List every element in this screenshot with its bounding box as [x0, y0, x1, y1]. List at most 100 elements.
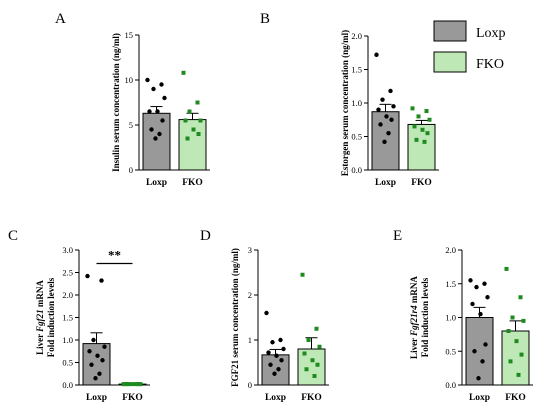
data-point-loxp: [274, 353, 279, 358]
significance-label: **: [108, 248, 121, 263]
y-tick-label: 0.0: [62, 380, 73, 390]
data-point-fko: [131, 382, 136, 387]
data-point-loxp: [388, 88, 393, 94]
y-tick-label: 0.5: [351, 132, 362, 142]
data-point-fko: [508, 359, 513, 364]
data-point-loxp: [384, 114, 389, 119]
category-label: FKO: [505, 393, 526, 403]
data-point-fko: [306, 338, 311, 342]
y-tick-label: 1.0: [62, 335, 73, 345]
legend: Loxp FKO: [433, 20, 506, 73]
data-point-loxp: [102, 344, 107, 349]
y-axis-label-part: mRNA: [409, 276, 419, 306]
data-point-fko: [304, 367, 309, 372]
data-point-fko: [315, 362, 320, 367]
data-point-fko: [518, 295, 523, 300]
data-point-loxp: [386, 130, 391, 136]
y-tick-label: 0.0: [351, 165, 362, 175]
panel-e: E 0.0 0.5 1.0 1.5 2.0 Liver Fgf21r4 mRNA Fold i…: [393, 228, 533, 403]
data-point-loxp: [279, 358, 284, 363]
data-point-loxp: [87, 349, 92, 354]
panel-a: A 0 5 10 15 Insulin serum concentration (ng/m…: [55, 11, 210, 188]
data-point-loxp: [157, 131, 162, 137]
category-label: FKO: [122, 393, 143, 403]
y-axis-label: Liver Fgf21 mRNA: [35, 280, 45, 355]
data-point-fko: [424, 109, 429, 114]
panel-letter: C: [8, 228, 18, 244]
data-point-loxp: [155, 109, 160, 114]
data-point-fko: [412, 124, 417, 129]
data-point-loxp: [97, 371, 102, 376]
y-tick-label: 0.5: [62, 358, 73, 368]
legend-label-fko: FKO: [476, 57, 504, 72]
bar-fko: [407, 123, 436, 171]
panel-letter: D: [200, 228, 211, 244]
data-point-loxp: [264, 310, 269, 316]
data-point-fko: [300, 272, 305, 277]
data-point-fko: [302, 351, 307, 356]
data-point-loxp: [468, 278, 473, 283]
y-tick-label: 15: [125, 30, 134, 40]
data-point-loxp: [266, 350, 271, 355]
data-point-fko: [196, 132, 201, 136]
data-point-fko: [416, 114, 421, 119]
y-axis-label-line2: Fold induction levels: [46, 277, 56, 357]
y-axis-label: FGF21 serum concentration (ng/ml): [230, 248, 240, 387]
data-point-loxp: [391, 104, 396, 109]
data-point-loxp: [478, 311, 483, 317]
data-point-fko: [425, 131, 430, 136]
y-axis-label-part: Liver: [409, 336, 419, 359]
legend-swatch-fko: [433, 51, 467, 73]
data-point-loxp: [162, 95, 167, 101]
data-point-fko: [414, 137, 419, 142]
data-point-loxp: [470, 301, 475, 307]
data-point-fko: [187, 109, 192, 114]
y-tick-label: 1.0: [445, 313, 456, 323]
y-axis-label: Insulin serum concentration (ng/ml): [111, 33, 121, 172]
bar-loxp: [142, 112, 171, 171]
category-label: FKO: [411, 178, 432, 188]
data-point-loxp: [159, 82, 164, 87]
data-point-loxp: [272, 371, 277, 376]
data-point-fko: [310, 358, 315, 363]
data-point-loxp: [85, 273, 90, 279]
y-tick-label: 1.5: [351, 65, 362, 75]
data-point-loxp: [378, 122, 383, 127]
data-point-loxp: [485, 295, 490, 300]
data-point-loxp: [476, 376, 481, 381]
y-tick-label: 1.5: [62, 313, 73, 323]
data-point-loxp: [382, 139, 387, 145]
category-label: FKO: [182, 178, 203, 188]
data-point-fko: [516, 372, 521, 377]
data-point-fko: [422, 139, 427, 144]
bar-fko: [178, 119, 207, 171]
y-axis-label-part: Fgf21: [35, 309, 45, 333]
category-label: FKO: [301, 393, 322, 403]
data-point-loxp: [160, 118, 165, 123]
y-tick-label: 1.5: [445, 279, 456, 289]
y-tick-label: 2.0: [351, 31, 362, 41]
data-point-loxp: [278, 337, 283, 343]
data-point-loxp: [483, 342, 488, 347]
data-point-fko: [510, 315, 515, 320]
y-tick-label: 3: [248, 245, 252, 255]
y-tick-label: 0.0: [445, 380, 456, 390]
data-point-fko: [183, 118, 188, 123]
y-axis-label: Estorgen serum concentration (ng/ml): [340, 30, 350, 176]
category-label: Loxp: [265, 393, 286, 403]
data-point-loxp: [99, 278, 104, 283]
data-point-fko: [317, 344, 322, 349]
data-point-loxp: [95, 353, 100, 358]
data-point-fko: [420, 127, 425, 132]
y-tick-label: 3.0: [62, 245, 73, 255]
category-label: Loxp: [469, 393, 490, 403]
data-point-loxp: [482, 281, 487, 286]
data-point-loxp: [100, 358, 105, 363]
y-tick-label: 5: [129, 120, 133, 130]
legend-swatch-loxp: [433, 20, 467, 42]
data-point-fko: [506, 329, 511, 333]
y-tick-label: 2.5: [62, 268, 73, 278]
data-point-fko: [410, 106, 415, 111]
